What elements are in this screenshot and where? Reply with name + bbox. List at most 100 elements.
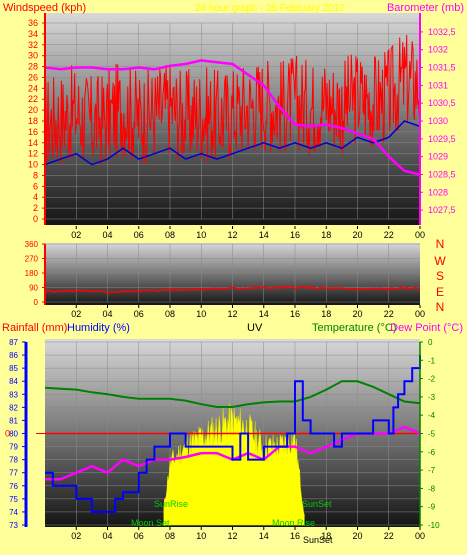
x-tick-label: 02 <box>71 230 81 240</box>
humidity-y-tick-label: 81 <box>9 416 18 425</box>
humidity-y-tick-label: 73 <box>9 521 18 530</box>
humidity-y-tick-label: 77 <box>9 469 18 478</box>
wind-y-tick-label: 12 <box>28 149 38 159</box>
humidity-y-tick-label: 86 <box>9 351 18 360</box>
compass-n-bottom: N <box>436 300 445 314</box>
compass-e: E <box>436 285 444 299</box>
x-tick-label: 16 <box>290 230 300 240</box>
x-tick-label: 14 <box>259 230 269 240</box>
x-tick-label: 12 <box>227 309 237 319</box>
temp-y-tick-label: -1 <box>428 356 436 365</box>
temp-y-tick-label: -7 <box>428 466 436 475</box>
humidity-y-tick-label: 84 <box>9 377 18 386</box>
rain-y-tick-label: 0 <box>5 429 10 439</box>
x-tick-label: 04 <box>102 531 112 541</box>
wind-y-tick-label: 6 <box>33 181 38 191</box>
x-tick-label: 12 <box>227 230 237 240</box>
x-tick-label: 00 <box>415 230 425 240</box>
x-tick-label: 16 <box>290 531 300 541</box>
baro-y-tick-label: 1028,5 <box>428 169 456 179</box>
x-tick-label: 18 <box>321 230 331 240</box>
direction-y-tick-label: 90 <box>29 284 38 293</box>
sunset-axis-label: SunSet <box>303 535 333 545</box>
x-tick-label: 08 <box>165 230 175 240</box>
temp-y-tick-label: -5 <box>428 430 436 439</box>
wind-y-tick-label: 16 <box>28 127 38 137</box>
temp-y-tick-label: -3 <box>428 393 436 402</box>
moonrise-label: Moon Rise <box>272 518 315 528</box>
compass-w: W <box>434 254 446 268</box>
temp-y-tick-label: -6 <box>428 448 436 457</box>
wind-y-tick-label: 10 <box>28 160 38 170</box>
barometer-series <box>44 59 421 176</box>
direction-y-tick-label: 0 <box>34 298 39 307</box>
humidity-y-tick-label: 75 <box>9 495 18 504</box>
x-tick-label: 22 <box>384 230 394 240</box>
temp-y-tick-label: -10 <box>428 521 440 530</box>
x-tick-label: 02 <box>71 531 81 541</box>
temp-y-tick-label: 0 <box>428 338 433 347</box>
wind-y-tick-label: 0 <box>33 214 38 224</box>
compass-n-top: N <box>436 237 445 251</box>
x-tick-label: 06 <box>134 309 144 319</box>
moonset-label: Moon Set <box>131 518 170 528</box>
x-tick-label: 10 <box>196 230 206 240</box>
temp-y-tick-label: -9 <box>428 503 436 512</box>
humidity-y-tick-label: 78 <box>9 456 18 465</box>
humidity-series <box>45 355 421 513</box>
humidity-y-tick-label: 74 <box>9 508 18 517</box>
x-tick-label: 14 <box>259 309 269 319</box>
x-tick-label: 18 <box>321 309 331 319</box>
wind-average-series <box>44 120 421 166</box>
baro-y-tick-label: 1030 <box>428 116 448 126</box>
temp-y-tick-label: -8 <box>428 484 436 493</box>
sunrise-label: SunRise <box>154 499 188 509</box>
x-tick-label: 20 <box>352 531 362 541</box>
wind-y-tick-label: 32 <box>28 40 38 50</box>
x-tick-label: 08 <box>165 531 175 541</box>
x-tick-label: 22 <box>384 531 394 541</box>
humidity-y-tick-label: 83 <box>9 390 18 399</box>
x-tick-label: 14 <box>259 531 269 541</box>
x-tick-label: 16 <box>290 309 300 319</box>
direction-y-tick-label: 180 <box>25 269 39 278</box>
x-tick-label: 04 <box>102 309 112 319</box>
rain-axis-label: Rainfall (mm) <box>2 322 67 334</box>
baro-y-tick-label: 1029 <box>428 152 448 162</box>
chart-title: 24 hour graph - 05 February 2017 <box>195 3 346 14</box>
wind-y-tick-label: 36 <box>28 18 38 28</box>
baro-axis-label: Barometer (mb) <box>387 2 464 14</box>
baro-y-tick-label: 1032 <box>428 45 448 55</box>
dewpoint-axis-label: Dew Point (°C) <box>390 322 463 334</box>
x-tick-label: 00 <box>415 531 425 541</box>
baro-y-tick-label: 1027,5 <box>428 205 456 215</box>
x-tick-label: 20 <box>352 309 362 319</box>
humidity-y-tick-label: 82 <box>9 403 18 412</box>
wind-direction-series <box>44 285 420 294</box>
x-tick-label: 20 <box>352 230 362 240</box>
wind-gust-series <box>44 34 421 166</box>
compass-s: S <box>436 269 444 283</box>
direction-y-tick-label: 270 <box>25 255 39 264</box>
humidity-y-tick-label: 76 <box>9 482 18 491</box>
x-tick-label: 06 <box>134 531 144 541</box>
humidity-y-tick-label: 79 <box>9 443 18 452</box>
baro-y-tick-label: 1031,5 <box>428 63 456 73</box>
wind-y-tick-label: 30 <box>28 51 38 61</box>
x-tick-label: 06 <box>134 230 144 240</box>
x-tick-label: 18 <box>321 531 331 541</box>
temperature-series <box>44 380 421 408</box>
x-tick-label: 08 <box>165 309 175 319</box>
wind-y-tick-label: 2 <box>33 203 38 213</box>
wind-y-tick-label: 4 <box>33 192 38 202</box>
x-tick-label: 04 <box>102 230 112 240</box>
wind-y-tick-label: 14 <box>28 138 38 148</box>
baro-y-tick-label: 1029,5 <box>428 134 456 144</box>
wind-y-tick-label: 8 <box>33 170 38 180</box>
wind-axis-label: Windspeed (kph) <box>3 2 86 14</box>
temp-y-tick-label: -2 <box>428 375 436 384</box>
wind-y-tick-label: 20 <box>28 105 38 115</box>
temp-axis-label: Temperature (°C) <box>312 322 396 334</box>
x-tick-label: 02 <box>71 309 81 319</box>
